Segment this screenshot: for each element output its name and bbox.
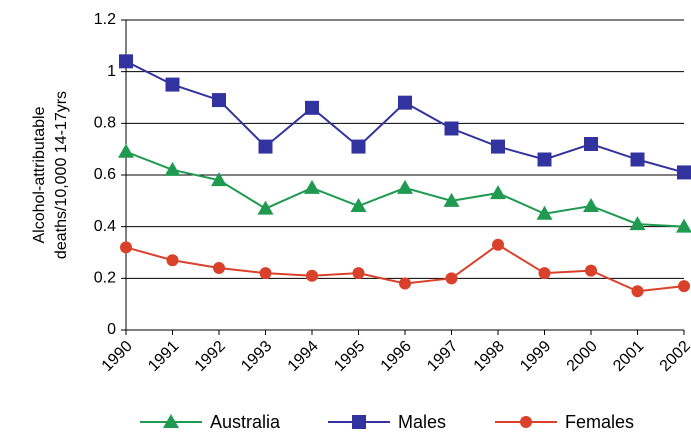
marker	[585, 264, 597, 277]
marker	[678, 280, 690, 293]
x-tick-label: 2002	[657, 338, 691, 375]
marker	[258, 139, 273, 154]
marker	[443, 192, 460, 207]
y-tick-label: 0.4	[94, 218, 116, 235]
y-tick-label: 0.8	[94, 115, 116, 132]
x-tick-label: 1995	[331, 338, 368, 375]
y-tick-label: 0	[107, 321, 116, 338]
marker	[583, 198, 599, 212]
marker	[352, 267, 365, 280]
marker	[259, 267, 272, 280]
marker	[164, 161, 181, 176]
marker	[490, 185, 506, 200]
marker	[119, 54, 133, 69]
marker	[304, 179, 320, 194]
marker	[677, 165, 691, 180]
marker	[444, 121, 459, 136]
x-tick-label: 1991	[145, 338, 182, 375]
x-tick-label: 1999	[517, 338, 554, 375]
marker	[257, 200, 274, 215]
marker	[306, 269, 318, 282]
x-tick-label: 2000	[564, 338, 601, 375]
y-tick-label: 0.2	[94, 270, 116, 287]
marker	[397, 179, 413, 194]
x-tick-label: 1990	[99, 338, 136, 375]
marker	[118, 143, 134, 158]
marker	[538, 267, 551, 280]
marker	[305, 100, 319, 115]
legend-label: Australia	[210, 412, 281, 432]
marker	[212, 93, 226, 108]
marker	[676, 218, 691, 233]
y-axis-label: deaths/10,000 14-17yrs	[53, 91, 70, 259]
marker	[491, 139, 505, 154]
x-tick-label: 1997	[424, 338, 461, 375]
marker	[120, 241, 132, 254]
marker	[537, 152, 552, 167]
marker	[166, 254, 179, 267]
series-line	[125, 60, 685, 174]
x-tick-label: 1998	[471, 338, 508, 375]
x-tick-label: 1994	[285, 338, 322, 375]
marker	[352, 415, 366, 429]
y-tick-label: 0.6	[94, 166, 116, 183]
marker	[399, 277, 411, 290]
marker	[351, 139, 366, 154]
x-tick-label: 1993	[238, 338, 275, 375]
y-tick-label: 1.2	[94, 11, 116, 28]
marker	[492, 238, 504, 251]
marker	[163, 414, 179, 428]
marker	[536, 205, 553, 220]
x-tick-label: 2001	[610, 338, 647, 375]
x-tick-label: 1992	[192, 338, 229, 375]
marker	[211, 172, 227, 187]
x-tick-label: 1996	[378, 338, 415, 375]
marker	[631, 285, 644, 298]
marker	[165, 77, 180, 92]
marker	[520, 416, 532, 428]
marker	[398, 95, 412, 110]
legend-label: Females	[565, 412, 634, 432]
legend-label: Males	[398, 412, 446, 432]
marker	[213, 262, 225, 274]
marker	[350, 198, 367, 212]
marker	[630, 152, 645, 167]
marker	[584, 137, 598, 151]
y-tick-label: 1	[107, 63, 116, 80]
marker	[445, 272, 458, 285]
marker	[629, 216, 646, 231]
y-axis-label: Alcohol-attributable	[31, 106, 48, 243]
